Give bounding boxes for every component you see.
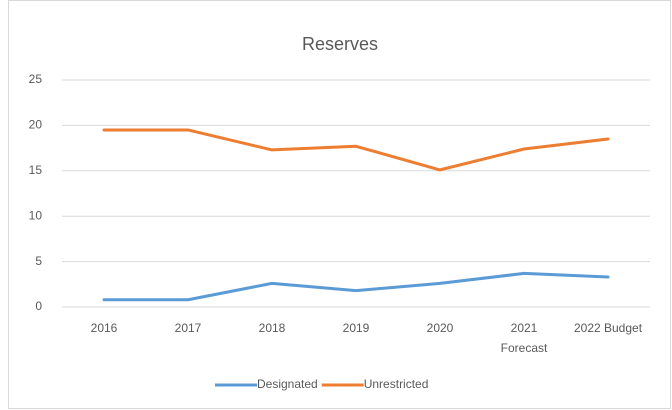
x-tick-label: 2021 Forecast <box>501 321 548 355</box>
y-tick-label: 0 <box>35 299 42 313</box>
chart-title: Reserves <box>302 34 378 54</box>
legend-label: Designated <box>257 377 318 391</box>
data-line <box>102 271 610 302</box>
x-tick-label: 2020 <box>427 321 454 335</box>
y-tick-label: 20 <box>29 118 43 132</box>
legend-label: Unrestricted <box>364 377 429 391</box>
x-tick-label: 2022 Budget <box>574 321 643 335</box>
y-tick-label: 5 <box>35 254 42 268</box>
y-tick-label: 15 <box>29 163 43 177</box>
x-tick-label: 2019 <box>343 321 370 335</box>
chart-border <box>8 0 671 409</box>
y-tick-label: 10 <box>29 208 43 222</box>
x-tick-label: 2016 <box>91 321 118 335</box>
x-tick-label: 2018 <box>259 321 286 335</box>
x-tick-label: 2017 <box>175 321 202 335</box>
y-tick-label: 25 <box>29 72 43 86</box>
data-line <box>102 128 610 172</box>
